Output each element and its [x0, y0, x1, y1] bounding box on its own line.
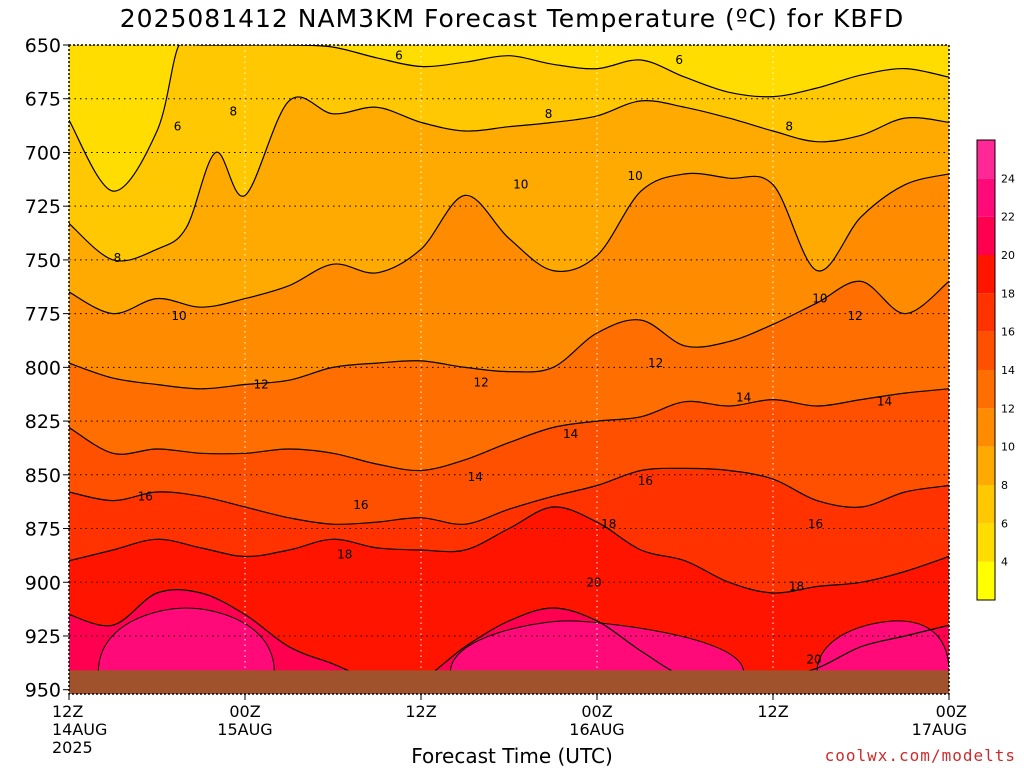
x-tick-label-12-1: 15AUG: [217, 720, 272, 739]
isotherm-6: [69, 45, 949, 192]
contour-label-18: 18: [337, 547, 352, 561]
colorbar-label-22: 22: [1001, 211, 1015, 224]
isotherm-10: [69, 172, 949, 315]
contour-label-12: 12: [473, 375, 488, 389]
y-tick-label-950: 950: [25, 680, 61, 702]
contour-label-10: 10: [513, 178, 528, 192]
colorbar-swatch-14: [977, 331, 995, 370]
y-tick-label-650: 650: [25, 35, 61, 57]
temperature-bands: [69, 45, 949, 694]
contour-label-14: 14: [877, 395, 892, 409]
colorbar-swatch-20: [977, 216, 995, 255]
y-tick-label-850: 850: [25, 465, 61, 487]
contour-label-16: 16: [138, 489, 153, 503]
contour-label-16: 16: [808, 517, 823, 531]
colorbar-swatch-6: [977, 485, 995, 524]
warm-core-1: [97, 607, 275, 673]
y-tick-label-825: 825: [25, 411, 61, 433]
isotherm-18: [69, 506, 949, 594]
x-tick-label-12-0: 00Z: [229, 702, 260, 721]
colorbar-swatch-12: [977, 370, 995, 409]
y-tick-label-750: 750: [25, 250, 61, 272]
colorbar-label-20: 20: [1001, 249, 1015, 262]
colorbar-label-10: 10: [1001, 441, 1015, 454]
plot-frame: [68, 44, 950, 695]
contour-label-20: 20: [806, 653, 821, 667]
colorbar-label-18: 18: [1001, 287, 1015, 300]
x-tick-label-24-0: 12Z: [405, 702, 436, 721]
contour-label-14: 14: [468, 470, 483, 484]
contour-label-8: 8: [229, 105, 237, 119]
contour-label-8: 8: [545, 107, 553, 121]
y-tick-label-775: 775: [25, 304, 61, 326]
credit-text: coolwx.com/modelts: [824, 746, 1016, 765]
colorbar-swatch-24: [977, 140, 995, 179]
isotherm-12: [69, 280, 949, 390]
y-tick-label-675: 675: [25, 89, 61, 111]
y-tick-label-900: 900: [25, 572, 61, 594]
x-tick-label-60-1: 17AUG: [912, 720, 967, 739]
isotherm-contours: [69, 45, 949, 684]
colorbar: 4 6 8 10 12 14 16 18 20 22 24: [976, 139, 1015, 601]
x-axis-label: Forecast Time (UTC): [411, 744, 613, 768]
ground-layer: [69, 670, 949, 694]
x-tick-label-60-0: 00Z: [936, 702, 967, 721]
contour-label-12: 12: [253, 378, 268, 392]
ground-fill: [69, 670, 949, 694]
warm-core-2: [449, 620, 745, 673]
contour-label-8: 8: [114, 251, 122, 265]
contour-label-18: 18: [601, 517, 616, 531]
contour-label-8: 8: [785, 120, 793, 134]
colorbar-label-8: 8: [1001, 479, 1008, 492]
contour-label-20: 20: [586, 575, 601, 589]
contour-label-18: 18: [789, 580, 804, 594]
contour-label-10: 10: [627, 169, 642, 183]
contour-label-16: 16: [353, 498, 368, 512]
contour-label-12: 12: [847, 309, 862, 323]
colorbar-swatch-18: [977, 255, 995, 294]
contour-label-14: 14: [736, 390, 751, 404]
y-tick-label-700: 700: [25, 142, 61, 164]
contour-label-10: 10: [812, 292, 827, 306]
x-tick-label-0-1: 14AUG: [52, 720, 107, 739]
y-tick-label-875: 875: [25, 519, 61, 541]
x-tick-label-36-1: 16AUG: [569, 720, 624, 739]
colorbar-swatch-2: [977, 561, 995, 600]
colorbar-label-24: 24: [1001, 172, 1015, 185]
y-tick-label-800: 800: [25, 357, 61, 379]
x-tick-label-36-0: 00Z: [581, 702, 612, 721]
y-axis: 650 675 700 725 750 775 800 825 850 875 900 925 950: [25, 35, 69, 702]
colorbar-swatch-8: [977, 446, 995, 485]
colorbar-label-12: 12: [1001, 402, 1015, 415]
contour-label-14: 14: [563, 427, 578, 441]
y-tick-label-925: 925: [25, 626, 61, 648]
x-tick-label-0-2: 2025: [52, 738, 93, 757]
isotherm-8: [69, 96, 949, 262]
chart-title: 2025081412 NAM3KM Forecast Temperature (…: [119, 4, 905, 33]
contour-labels: 6 6 6 8 8 8 8 10 10 10 10 12 12 12 12 14 14 14 14 16 16 16 16 1…: [114, 49, 893, 667]
contour-label-6: 6: [675, 53, 683, 67]
contour-label-12: 12: [648, 356, 663, 370]
colorbar-swatch-4: [977, 523, 995, 562]
x-tick-label-48-0: 12Z: [757, 702, 788, 721]
colorbar-label-14: 14: [1001, 364, 1015, 377]
colorbar-label-4: 4: [1001, 556, 1008, 569]
colorbar-label-6: 6: [1001, 517, 1008, 530]
y-tick-label-725: 725: [25, 196, 61, 218]
colorbar-frame: [976, 139, 996, 601]
isotherm-16: [69, 467, 949, 525]
contour-label-6: 6: [395, 49, 403, 63]
colorbar-label-16: 16: [1001, 326, 1015, 339]
contour-label-6: 6: [174, 120, 182, 134]
colorbar-swatch-10: [977, 408, 995, 447]
isotherm-14: [69, 388, 949, 472]
colorbar-swatch-22: [977, 178, 995, 217]
colorbar-swatch-16: [977, 293, 995, 332]
contour-label-16: 16: [638, 474, 653, 488]
x-tick-label-0-0: 12Z: [52, 702, 83, 721]
contour-label-10: 10: [171, 309, 186, 323]
